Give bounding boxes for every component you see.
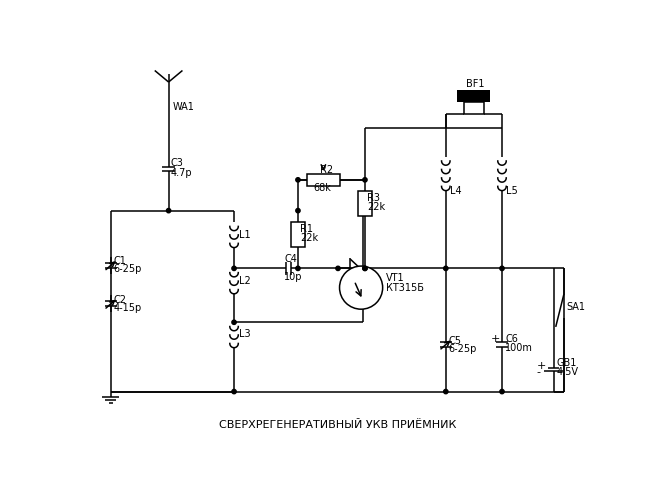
Text: R2: R2: [320, 165, 333, 175]
Text: C2: C2: [113, 295, 126, 305]
Text: -: -: [537, 367, 541, 377]
Text: WA1: WA1: [172, 102, 194, 112]
Text: 68k: 68k: [313, 182, 331, 193]
Text: C5: C5: [448, 336, 461, 346]
Text: C1: C1: [113, 257, 126, 267]
Circle shape: [232, 320, 236, 325]
Text: L5: L5: [506, 186, 518, 197]
Text: 100m: 100m: [505, 343, 533, 353]
Text: C3: C3: [171, 158, 184, 168]
Text: СВЕРХРЕГЕНЕРАТИВНЫЙ УКВ ПРИЁМНИК: СВЕРХРЕГЕНЕРАТИВНЫЙ УКВ ПРИЁМНИК: [219, 420, 457, 430]
Bar: [457, 90, 490, 102]
Text: 6-25p: 6-25p: [113, 264, 141, 274]
Bar: [463, 102, 484, 113]
Text: 4.7p: 4.7p: [171, 168, 193, 178]
Text: +: +: [537, 361, 546, 371]
Text: 22k: 22k: [367, 202, 386, 212]
Text: R1: R1: [300, 224, 313, 234]
Circle shape: [296, 178, 300, 182]
Circle shape: [340, 266, 383, 309]
Text: L4: L4: [449, 186, 461, 197]
Text: 22k: 22k: [300, 232, 318, 242]
Text: GB1: GB1: [557, 358, 577, 368]
Text: BF1: BF1: [466, 79, 484, 89]
Text: 10p: 10p: [284, 272, 303, 282]
Text: C4: C4: [284, 254, 297, 264]
Circle shape: [296, 266, 300, 271]
Circle shape: [500, 266, 504, 271]
Circle shape: [443, 266, 448, 271]
Circle shape: [363, 266, 367, 271]
Text: VT1: VT1: [386, 273, 405, 283]
Text: SA1: SA1: [567, 302, 586, 312]
Text: L2: L2: [239, 276, 251, 286]
Circle shape: [232, 390, 236, 394]
Circle shape: [166, 209, 170, 213]
Text: +: +: [490, 334, 500, 344]
Circle shape: [232, 266, 236, 271]
Text: 4.5V: 4.5V: [557, 367, 578, 377]
Bar: [358, 192, 372, 216]
Circle shape: [363, 178, 367, 182]
Text: 6-25p: 6-25p: [448, 344, 476, 354]
Circle shape: [363, 266, 367, 271]
Text: R3: R3: [367, 194, 380, 203]
Circle shape: [296, 209, 300, 213]
Text: КТ315Б: КТ315Б: [386, 283, 424, 293]
Text: C6: C6: [505, 334, 518, 344]
Text: 4-15p: 4-15p: [113, 302, 141, 312]
Circle shape: [443, 390, 448, 394]
Text: L3: L3: [239, 329, 250, 339]
Circle shape: [336, 266, 340, 271]
Circle shape: [500, 390, 504, 394]
Text: L1: L1: [239, 229, 250, 239]
Bar: [291, 222, 305, 247]
Bar: [307, 174, 340, 186]
